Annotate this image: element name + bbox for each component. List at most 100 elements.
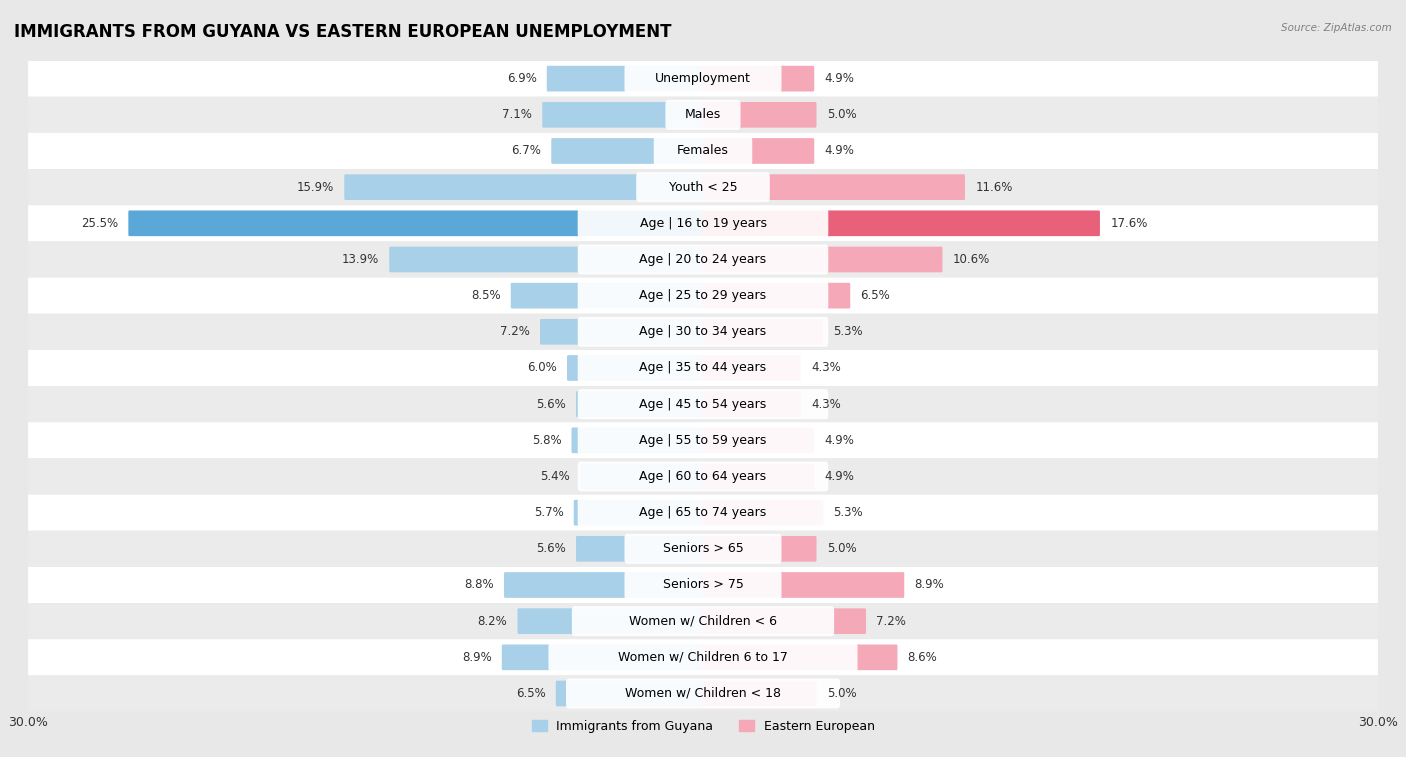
FancyBboxPatch shape bbox=[517, 609, 704, 634]
FancyBboxPatch shape bbox=[576, 536, 704, 562]
Text: 5.3%: 5.3% bbox=[834, 326, 863, 338]
Text: Age | 20 to 24 years: Age | 20 to 24 years bbox=[640, 253, 766, 266]
Text: 5.8%: 5.8% bbox=[531, 434, 561, 447]
Text: Age | 60 to 64 years: Age | 60 to 64 years bbox=[640, 470, 766, 483]
FancyBboxPatch shape bbox=[702, 319, 824, 344]
FancyBboxPatch shape bbox=[28, 313, 1378, 350]
Text: Women w/ Children 6 to 17: Women w/ Children 6 to 17 bbox=[619, 651, 787, 664]
Text: Males: Males bbox=[685, 108, 721, 121]
Text: Women w/ Children < 18: Women w/ Children < 18 bbox=[626, 687, 780, 700]
FancyBboxPatch shape bbox=[654, 136, 752, 166]
FancyBboxPatch shape bbox=[581, 463, 704, 489]
FancyBboxPatch shape bbox=[540, 319, 704, 344]
Text: Age | 55 to 59 years: Age | 55 to 59 years bbox=[640, 434, 766, 447]
FancyBboxPatch shape bbox=[578, 281, 828, 310]
Text: 6.0%: 6.0% bbox=[527, 362, 557, 375]
FancyBboxPatch shape bbox=[624, 570, 782, 600]
FancyBboxPatch shape bbox=[578, 389, 828, 419]
Text: 7.1%: 7.1% bbox=[502, 108, 531, 121]
FancyBboxPatch shape bbox=[28, 675, 1378, 712]
FancyBboxPatch shape bbox=[567, 678, 839, 709]
FancyBboxPatch shape bbox=[502, 644, 704, 670]
FancyBboxPatch shape bbox=[567, 355, 704, 381]
Text: 6.5%: 6.5% bbox=[516, 687, 546, 700]
Text: 5.0%: 5.0% bbox=[827, 687, 856, 700]
FancyBboxPatch shape bbox=[344, 174, 704, 200]
Text: 10.6%: 10.6% bbox=[953, 253, 990, 266]
Text: Seniors > 65: Seniors > 65 bbox=[662, 542, 744, 556]
FancyBboxPatch shape bbox=[578, 245, 828, 275]
FancyBboxPatch shape bbox=[572, 606, 834, 636]
Text: Females: Females bbox=[678, 145, 728, 157]
Text: 5.3%: 5.3% bbox=[834, 506, 863, 519]
Text: Age | 35 to 44 years: Age | 35 to 44 years bbox=[640, 362, 766, 375]
FancyBboxPatch shape bbox=[555, 681, 704, 706]
FancyBboxPatch shape bbox=[547, 66, 704, 92]
FancyBboxPatch shape bbox=[578, 462, 828, 491]
Text: 6.9%: 6.9% bbox=[506, 72, 537, 85]
Text: Age | 30 to 34 years: Age | 30 to 34 years bbox=[640, 326, 766, 338]
FancyBboxPatch shape bbox=[571, 428, 704, 453]
Text: Women w/ Children < 6: Women w/ Children < 6 bbox=[628, 615, 778, 628]
Text: 6.5%: 6.5% bbox=[860, 289, 890, 302]
Text: 5.4%: 5.4% bbox=[540, 470, 571, 483]
Text: Age | 16 to 19 years: Age | 16 to 19 years bbox=[640, 217, 766, 230]
FancyBboxPatch shape bbox=[702, 210, 1099, 236]
FancyBboxPatch shape bbox=[702, 609, 866, 634]
FancyBboxPatch shape bbox=[128, 210, 704, 236]
FancyBboxPatch shape bbox=[665, 100, 741, 129]
Text: 8.9%: 8.9% bbox=[914, 578, 945, 591]
Text: 13.9%: 13.9% bbox=[342, 253, 380, 266]
Text: Age | 25 to 29 years: Age | 25 to 29 years bbox=[640, 289, 766, 302]
FancyBboxPatch shape bbox=[702, 463, 814, 489]
FancyBboxPatch shape bbox=[702, 174, 965, 200]
Text: 25.5%: 25.5% bbox=[82, 217, 118, 230]
FancyBboxPatch shape bbox=[702, 355, 801, 381]
FancyBboxPatch shape bbox=[624, 64, 782, 94]
Text: 15.9%: 15.9% bbox=[297, 181, 335, 194]
FancyBboxPatch shape bbox=[574, 500, 704, 525]
Text: 8.5%: 8.5% bbox=[471, 289, 501, 302]
FancyBboxPatch shape bbox=[576, 391, 704, 417]
FancyBboxPatch shape bbox=[578, 208, 828, 238]
Text: 5.7%: 5.7% bbox=[534, 506, 564, 519]
FancyBboxPatch shape bbox=[702, 572, 904, 598]
FancyBboxPatch shape bbox=[28, 61, 1378, 97]
FancyBboxPatch shape bbox=[702, 102, 817, 128]
FancyBboxPatch shape bbox=[702, 66, 814, 92]
Text: Unemployment: Unemployment bbox=[655, 72, 751, 85]
Text: 5.0%: 5.0% bbox=[827, 108, 856, 121]
Text: Source: ZipAtlas.com: Source: ZipAtlas.com bbox=[1281, 23, 1392, 33]
FancyBboxPatch shape bbox=[503, 572, 704, 598]
Text: 7.2%: 7.2% bbox=[501, 326, 530, 338]
Text: Seniors > 75: Seniors > 75 bbox=[662, 578, 744, 591]
Text: 5.6%: 5.6% bbox=[536, 542, 565, 556]
FancyBboxPatch shape bbox=[28, 422, 1378, 459]
FancyBboxPatch shape bbox=[702, 681, 817, 706]
FancyBboxPatch shape bbox=[702, 138, 814, 164]
Legend: Immigrants from Guyana, Eastern European: Immigrants from Guyana, Eastern European bbox=[526, 715, 880, 738]
Text: Age | 65 to 74 years: Age | 65 to 74 years bbox=[640, 506, 766, 519]
FancyBboxPatch shape bbox=[28, 350, 1378, 386]
FancyBboxPatch shape bbox=[702, 391, 801, 417]
Text: 11.6%: 11.6% bbox=[976, 181, 1012, 194]
Text: 4.9%: 4.9% bbox=[824, 145, 855, 157]
FancyBboxPatch shape bbox=[28, 278, 1378, 313]
FancyBboxPatch shape bbox=[578, 425, 828, 455]
FancyBboxPatch shape bbox=[702, 428, 814, 453]
FancyBboxPatch shape bbox=[28, 603, 1378, 639]
FancyBboxPatch shape bbox=[28, 386, 1378, 422]
FancyBboxPatch shape bbox=[28, 205, 1378, 241]
Text: 8.2%: 8.2% bbox=[478, 615, 508, 628]
Text: Youth < 25: Youth < 25 bbox=[669, 181, 737, 194]
FancyBboxPatch shape bbox=[578, 353, 828, 383]
FancyBboxPatch shape bbox=[702, 644, 897, 670]
FancyBboxPatch shape bbox=[702, 500, 824, 525]
FancyBboxPatch shape bbox=[28, 531, 1378, 567]
Text: 7.2%: 7.2% bbox=[876, 615, 905, 628]
FancyBboxPatch shape bbox=[702, 247, 942, 273]
FancyBboxPatch shape bbox=[578, 497, 828, 528]
Text: 4.3%: 4.3% bbox=[811, 397, 841, 410]
Text: 6.7%: 6.7% bbox=[512, 145, 541, 157]
FancyBboxPatch shape bbox=[28, 494, 1378, 531]
